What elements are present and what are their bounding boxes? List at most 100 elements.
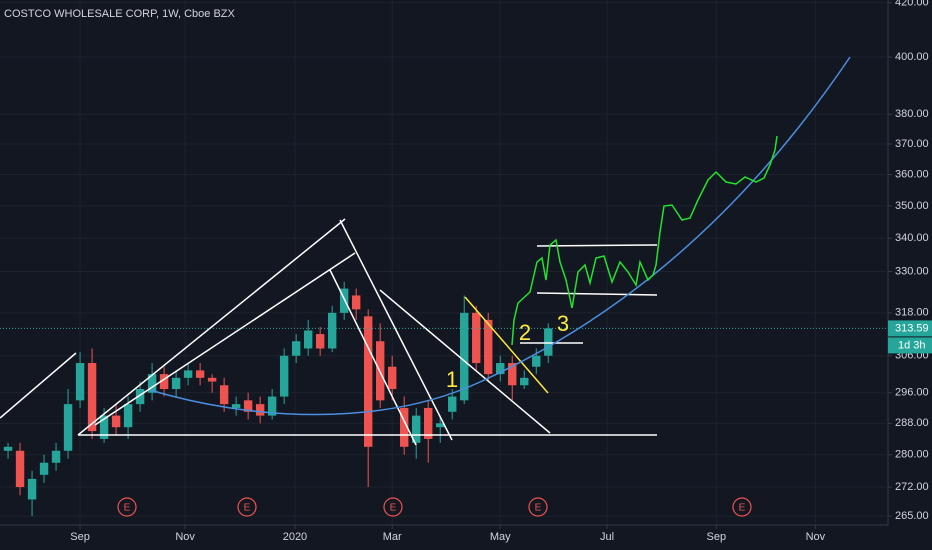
trendline (94, 252, 356, 426)
y-tick-label: 318.00 (895, 307, 929, 319)
candle-body (183, 370, 193, 378)
earnings-marker-label: E (244, 503, 251, 514)
earnings-marker (732, 497, 752, 517)
candle-body (484, 319, 493, 375)
earnings-marker (237, 497, 257, 517)
candle-body (387, 366, 397, 390)
curve (149, 56, 851, 416)
candle-body (111, 415, 121, 428)
y-tick-label: 360.00 (895, 168, 929, 180)
candle-body (327, 312, 337, 349)
y-tick-label: 340.00 (895, 232, 929, 244)
trendline (0, 352, 77, 419)
trendline (339, 219, 453, 441)
annotation: 2 (519, 320, 531, 345)
y-tick-label: 380.00 (895, 108, 929, 120)
x-tick-label: Sep (707, 531, 727, 543)
earnings-marker-label: E (535, 503, 542, 514)
candle-body (303, 330, 313, 349)
candle-body (51, 450, 61, 463)
candle-body (472, 312, 481, 364)
candle-body (508, 363, 517, 386)
earnings-marker (528, 497, 548, 517)
candle-body (544, 328, 553, 356)
trendline (77, 218, 346, 436)
x-tick-label: Mar (383, 531, 402, 543)
annotation: 3 (557, 311, 569, 336)
y-tick-label: 296.00 (895, 387, 929, 399)
drawings (0, 56, 851, 446)
candle-body (412, 415, 421, 443)
candle-body (231, 404, 241, 408)
candle-body (87, 363, 97, 432)
candle-body (15, 450, 25, 488)
last-price-label: 313.59 (895, 322, 929, 334)
candle-body (520, 377, 529, 386)
horizontal-line (536, 292, 658, 296)
x-tick-label: Jul (600, 531, 614, 543)
y-tick-label: 350.00 (895, 200, 929, 212)
y-tick-label: 400.00 (895, 51, 929, 63)
candle-body (424, 407, 433, 439)
earnings-marker-label: E (124, 503, 131, 514)
countdown-label: 1d 3h (898, 339, 926, 351)
labels: COSTCO WHOLESALE CORP, 1W, Cboe BZX 1 2 … (4, 0, 929, 543)
trendline (329, 269, 417, 446)
y-tick-label: 280.00 (895, 449, 929, 461)
chart-title: COSTCO WHOLESALE CORP, 1W, Cboe BZX (4, 8, 236, 20)
candle-body (351, 295, 361, 310)
candle-body (3, 446, 13, 451)
candle-body (135, 389, 145, 405)
candle-body (243, 400, 253, 412)
candle-body (267, 396, 277, 416)
candle-body (63, 404, 73, 451)
horizontal-line (536, 244, 658, 247)
yellow-trendline (464, 296, 549, 394)
candle-body (207, 377, 217, 382)
trendlines (0, 218, 658, 446)
y-tick-label: 370.00 (895, 138, 929, 150)
projection-scribble (511, 135, 778, 346)
candle-body (315, 334, 325, 349)
candle-body (255, 404, 265, 416)
candle-body (436, 423, 445, 428)
y-tick-label: 272.00 (895, 481, 929, 493)
candle-body (363, 316, 373, 447)
x-tick-label: May (490, 531, 511, 543)
candle-body (123, 404, 133, 428)
x-tick-label: Sep (70, 531, 90, 543)
candle-body (27, 478, 37, 500)
earnings-marker-label: E (739, 503, 746, 514)
candles (0, 0, 888, 525)
candle-body (496, 363, 505, 375)
last-price-tag (888, 320, 932, 337)
candle-body (279, 355, 289, 397)
candle-body (532, 355, 541, 367)
x-tick-label: Nov (175, 531, 195, 543)
candle-body (99, 415, 109, 439)
candle-body (171, 377, 181, 390)
candle-body (39, 462, 49, 475)
y-tick-label: 265.00 (895, 510, 929, 522)
earnings-marker (117, 497, 137, 517)
earnings-marker-label: E (390, 503, 397, 514)
countdown-tag (888, 337, 932, 354)
annotation: 1 (446, 367, 458, 392)
earnings-marker (383, 497, 403, 517)
candle-body (75, 363, 85, 401)
candle-body (448, 396, 457, 412)
candle-body (219, 385, 229, 405)
candle-body (159, 374, 169, 390)
candle-body (195, 370, 205, 378)
candle-body (460, 312, 469, 401)
x-tick-label: 2020 (283, 531, 307, 543)
candle-body (291, 341, 301, 356)
candle-body (400, 407, 409, 447)
y-tick-label: 288.00 (895, 417, 929, 429)
trendline (379, 289, 551, 434)
candle-body (339, 288, 349, 313)
y-tick-label: 420.00 (895, 0, 929, 9)
x-tick-label: Nov (806, 531, 826, 543)
